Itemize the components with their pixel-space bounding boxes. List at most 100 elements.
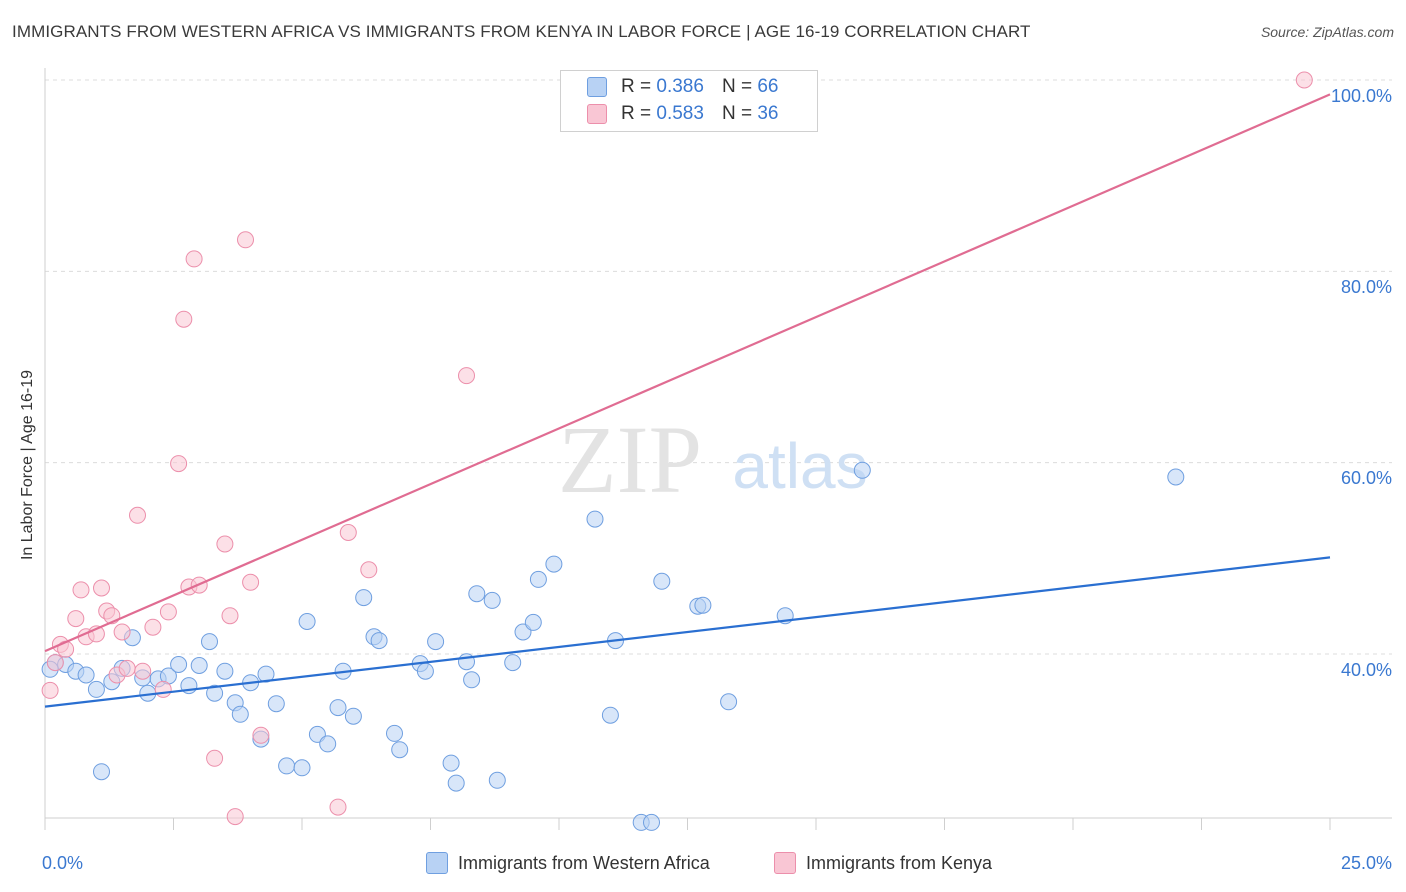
point-western-africa [201,633,218,651]
point-western-africa [278,757,296,775]
point-kenya [72,581,90,599]
point-western-africa [504,654,522,672]
point-kenya [329,798,347,816]
point-kenya [221,607,239,625]
point-kenya [185,250,203,268]
point-kenya [67,610,85,628]
correlation-legend: R = 0.386 N = 66 R = 0.583 N = 36 [560,70,818,132]
y-tick-label: 100.0% [1330,86,1392,106]
r-label: R = [621,76,652,97]
source-credit: Source: ZipAtlas.com [1260,24,1394,40]
point-kenya [175,310,193,328]
point-western-africa [586,510,604,528]
point-western-africa [391,741,409,759]
point-western-africa [77,666,95,684]
point-western-africa [853,461,871,479]
point-western-africa [344,707,362,725]
point-western-africa [463,671,481,689]
trendline-western-africa [44,556,1331,708]
point-kenya [458,367,475,385]
point-western-africa [216,662,234,680]
point-western-africa [293,759,311,777]
legend-swatch-blue [587,77,607,97]
y-tick-label: 40.0% [1340,660,1392,680]
point-kenya [237,231,254,249]
n-value: 66 [757,76,779,97]
point-western-africa [694,596,712,614]
legend-label: Immigrants from Kenya [806,852,993,873]
point-kenya [216,535,234,553]
legend-item-kenya: Immigrants from Kenya [774,852,992,874]
point-western-africa [319,735,337,753]
x-tick-label: 0.0% [42,853,84,873]
point-western-africa [231,705,249,723]
point-kenya [129,506,146,524]
point-kenya [252,726,270,744]
point-western-africa [257,665,275,683]
point-western-africa [355,589,373,607]
n-label: N = [721,103,753,124]
point-western-africa [524,613,542,631]
point-western-africa [643,813,660,831]
point-western-africa [386,724,403,742]
legend-row-kenya: R = 0.583 N = 36 [587,101,778,127]
point-kenya [144,618,162,636]
point-kenya [1295,71,1313,89]
point-kenya [118,659,136,677]
point-western-africa [545,555,563,573]
point-kenya [242,573,260,591]
trendline-kenya [44,93,1331,653]
point-kenya [113,623,131,641]
point-western-africa [488,771,506,789]
legend-swatch-blue [426,852,448,874]
point-western-africa [529,570,547,588]
point-kenya [41,681,59,699]
chart-title: IMMIGRANTS FROM WESTERN AFRICA VS IMMIGR… [12,22,1031,41]
point-western-africa [190,657,208,674]
point-western-africa [87,680,105,698]
point-western-africa [416,662,434,680]
legend-swatch-pink [587,104,607,124]
watermark-zip: ZIP [558,406,702,513]
point-western-africa [720,693,738,711]
point-western-africa [427,633,445,651]
watermark: ZIP atlas [558,406,868,513]
legend-row-western-africa: R = 0.386 N = 66 [587,74,778,100]
point-western-africa [329,699,347,717]
x-tick-label: 25.0% [1340,853,1392,873]
point-western-africa [370,632,388,650]
point-western-africa [442,754,460,772]
point-western-africa [468,585,486,603]
point-western-africa [601,706,619,724]
legend-label: Immigrants from Western Africa [458,852,710,873]
y-tick-label: 60.0% [1340,468,1392,488]
n-label: N = [721,76,753,97]
r-label: R = [621,103,652,124]
legend-swatch-pink [774,852,796,874]
point-western-africa [653,572,671,590]
point-kenya [226,808,244,826]
y-tick-label: 80.0% [1340,277,1392,297]
point-kenya [159,603,177,621]
point-western-africa [298,613,316,630]
point-kenya [206,749,224,767]
n-value: 36 [757,103,779,124]
point-western-africa [447,774,465,792]
point-western-africa [267,695,285,713]
point-kenya [46,654,64,672]
point-kenya [170,455,188,473]
point-kenya [360,561,378,579]
point-kenya [339,524,357,541]
point-kenya [93,579,110,597]
point-kenya [154,680,172,698]
series-legend: Immigrants from Western Africa Immigrant… [0,851,1406,879]
point-western-africa [483,591,501,609]
r-value: 0.386 [656,76,704,97]
legend-item-western-africa: Immigrants from Western Africa [426,852,710,874]
gridlines [45,79,1392,655]
point-kenya [134,662,152,680]
point-western-africa [170,656,188,673]
point-western-africa [93,763,110,781]
point-western-africa [206,684,224,702]
